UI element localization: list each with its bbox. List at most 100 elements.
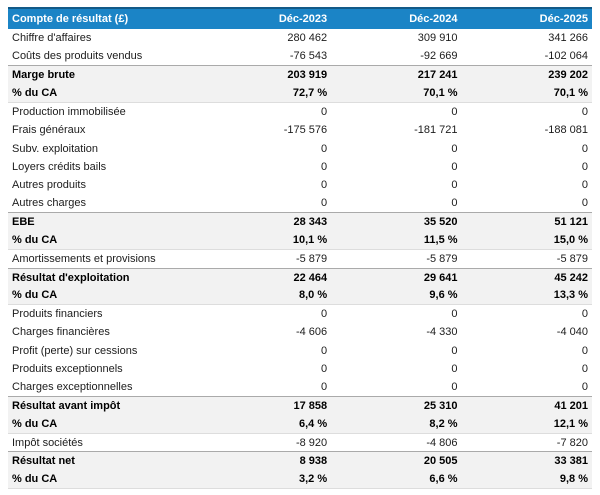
row-label: Résultat d'exploitation <box>8 267 201 287</box>
cell-value: 72,7 % <box>200 84 332 104</box>
table-row: Résultat d'exploitation 22 464 29 641 45 24… <box>8 267 592 287</box>
table-row: Chiffre d'affaires 280 462 309 910 341 266 <box>8 29 592 48</box>
table-row: Produits financiers 0 0 0 <box>8 304 592 324</box>
cell-value: -76 543 <box>200 47 332 66</box>
cell-value: 341 266 <box>461 29 592 48</box>
cell-value: 239 202 <box>461 65 592 85</box>
cell-value: 12,1 % <box>461 415 592 435</box>
cell-value: 309 910 <box>331 29 462 48</box>
row-label: EBE <box>8 212 201 232</box>
row-label: Production immobilisée <box>8 102 201 121</box>
row-label: Chiffre d'affaires <box>8 29 201 48</box>
cell-value: 0 <box>461 157 592 177</box>
table-row: Coûts des produits vendus -76 543 -92 669-… <box>8 47 592 66</box>
cell-value: 0 <box>331 157 462 177</box>
cell-value: 0 <box>200 139 332 158</box>
row-label: Produits exceptionnels <box>8 360 201 379</box>
row-label: Frais généraux <box>8 120 201 140</box>
cell-value: 8,0 % <box>200 286 332 306</box>
cell-value: 33 381 <box>461 451 592 471</box>
table-row: Subv. exploitation 0 0 0 <box>8 139 592 158</box>
cell-value: 0 <box>461 378 592 397</box>
cell-value: 0 <box>461 102 592 121</box>
row-label: Résultat avant impôt <box>8 396 201 416</box>
table-title: Compte de résultat (£) <box>8 7 201 29</box>
row-label: % du CA <box>8 470 201 490</box>
table-body: Chiffre d'affaires 280 462 309 910 341 266 C… <box>8 29 592 490</box>
cell-value: 0 <box>331 139 462 158</box>
cell-value: 3,2 % <box>200 470 332 490</box>
cell-value: 0 <box>200 157 332 177</box>
cell-value: 17 858 <box>200 396 332 416</box>
row-label: Loyers crédits bails <box>8 157 201 177</box>
table-row: Marge brute 203 919 217 241 239 202 <box>8 65 592 85</box>
table-row: Résultat avant impôt 17 858 25 310 41 201 <box>8 396 592 416</box>
cell-value: -5 879 <box>200 249 332 269</box>
cell-value: 70,1 % <box>331 84 462 104</box>
table-row: Produits exceptionnels 0 0 0 <box>8 360 592 379</box>
cell-value: 0 <box>331 304 462 324</box>
cell-value: 0 <box>461 360 592 379</box>
income-statement-table: Compte de résultat (£) Déc-2023 Déc-2024… <box>8 7 592 490</box>
cell-value: 0 <box>200 102 332 121</box>
table-row: Amortissements et provisions -5 879 -5 879… <box>8 249 592 269</box>
cell-value: -175 576 <box>200 120 332 140</box>
cell-value: 28 343 <box>200 212 332 232</box>
row-label: Marge brute <box>8 65 201 85</box>
cell-value: 10,1 % <box>200 231 332 251</box>
table-row: Charges exceptionnelles 0 0 0 <box>8 378 592 397</box>
cell-value: 8,2 % <box>331 415 462 435</box>
cell-value: 0 <box>331 194 462 213</box>
row-label: Impôt sociétés <box>8 433 201 452</box>
cell-value: 0 <box>461 139 592 158</box>
cell-value: 8 938 <box>200 451 332 471</box>
table-row: % du CA 8,0 % 9,6 % 13,3 % <box>8 286 592 306</box>
cell-value: 15,0 % <box>461 231 592 251</box>
cell-value: 0 <box>461 341 592 361</box>
cell-value: -5 879 <box>461 249 592 269</box>
cell-value: 11,5 % <box>331 231 462 251</box>
cell-value: 9,8 % <box>461 470 592 490</box>
cell-value: -8 920 <box>200 433 332 452</box>
row-label: % du CA <box>8 84 201 104</box>
cell-value: 0 <box>461 176 592 195</box>
table-row: Production immobilisée 0 0 0 <box>8 102 592 121</box>
cell-value: -181 721 <box>331 120 462 140</box>
cell-value: 0 <box>200 360 332 379</box>
column-header-dec-2023: Déc-2023 <box>200 7 332 29</box>
table-row: Charges financières -4 606 -4 330 -4 040 <box>8 323 592 342</box>
cell-value: 29 641 <box>331 267 462 287</box>
table-row: % du CA 72,7 % 70,1 % 70,1 % <box>8 84 592 104</box>
cell-value: -4 040 <box>461 323 592 342</box>
row-label: Résultat net <box>8 451 201 471</box>
cell-value: 203 919 <box>200 65 332 85</box>
row-label: Coûts des produits vendus <box>8 47 201 66</box>
row-label: Autres charges <box>8 194 201 213</box>
table-row: EBE 28 343 35 520 51 121 <box>8 212 592 232</box>
cell-value: 0 <box>331 176 462 195</box>
row-label: Subv. exploitation <box>8 139 201 158</box>
cell-value: 25 310 <box>331 396 462 416</box>
cell-value: 0 <box>461 194 592 213</box>
cell-value: 41 201 <box>461 396 592 416</box>
cell-value: 6,6 % <box>331 470 462 490</box>
table-row: Loyers crédits bails 0 0 0 <box>8 157 592 177</box>
row-label: Autres produits <box>8 176 201 195</box>
table-row: Autres charges 0 0 0 <box>8 194 592 213</box>
cell-value: -4 330 <box>331 323 462 342</box>
table-row: % du CA 10,1 % 11,5 % 15,0 % <box>8 231 592 251</box>
row-label: % du CA <box>8 231 201 251</box>
cell-value: 45 242 <box>461 267 592 287</box>
cell-value: 0 <box>331 360 462 379</box>
row-label: Produits financiers <box>8 304 201 324</box>
cell-value: 0 <box>200 378 332 397</box>
cell-value: -92 669 <box>331 47 462 66</box>
table-row: Autres produits 0 0 0 <box>8 176 592 195</box>
cell-value: -7 820 <box>461 433 592 452</box>
table-header-row: Compte de résultat (£) Déc-2023 Déc-2024… <box>8 7 592 29</box>
cell-value: -102 064 <box>461 47 592 66</box>
cell-value: 0 <box>331 341 462 361</box>
cell-value: -188 081 <box>461 120 592 140</box>
cell-value: 9,6 % <box>331 286 462 306</box>
row-label: % du CA <box>8 286 201 306</box>
